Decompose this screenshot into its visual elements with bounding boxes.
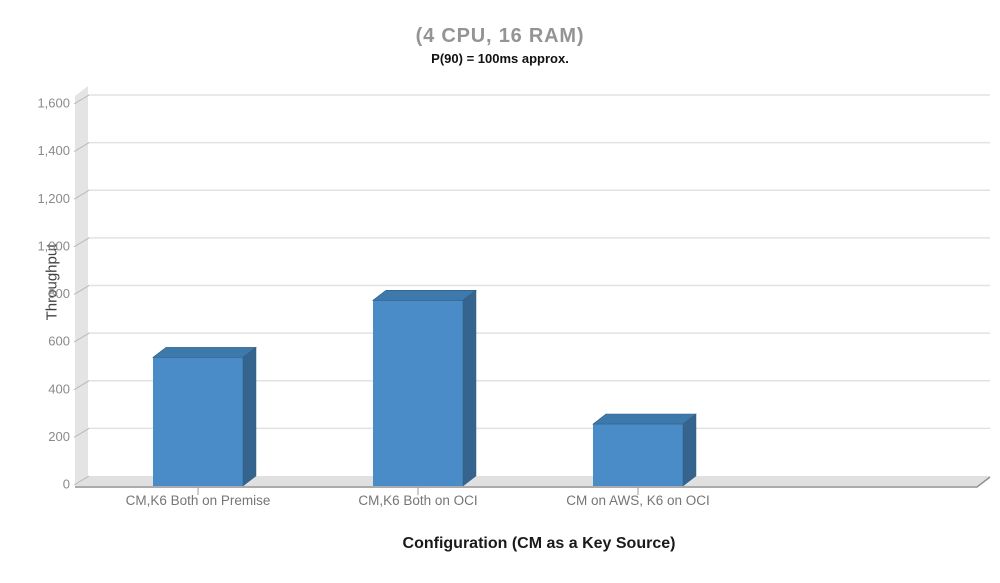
y-tick-mark: [73, 94, 90, 105]
bar-side-face: [242, 346, 257, 487]
y-tick-label: 600: [48, 334, 70, 349]
bar-front-face: [153, 357, 243, 486]
bar-top-face: [152, 347, 257, 358]
y-tick-mark: [73, 189, 90, 200]
bar-front-face: [593, 424, 683, 486]
y-tick-label: 800: [48, 286, 70, 301]
x-category-label: CM on AWS, K6 on OCI: [566, 493, 710, 508]
y-tick-mark: [73, 285, 90, 295]
bar-column[interactable]: [372, 289, 477, 487]
bar-front-face: [373, 300, 463, 486]
y-tick-label: 1,600: [37, 96, 70, 111]
y-tick-label: 1,000: [37, 238, 70, 253]
x-category-label: CM,K6 Both on Premise: [126, 493, 271, 508]
bar-column[interactable]: [592, 413, 697, 487]
y-tick-mark: [73, 380, 90, 391]
y-tick-label: 1,200: [37, 191, 70, 206]
chart-wall: [75, 86, 88, 486]
y-tick-mark: [73, 142, 90, 153]
y-tick-mark: [73, 475, 90, 486]
bar-top-face: [372, 289, 477, 301]
y-tick-mark: [73, 332, 90, 343]
floor-front-edge: [75, 476, 991, 488]
y-tick-label: 400: [48, 381, 70, 396]
bar-column[interactable]: [152, 346, 257, 487]
y-tick-mark: [73, 427, 90, 438]
y-tick-mark: [73, 237, 90, 248]
y-tick-label: 200: [48, 429, 70, 444]
y-tick-label: 0: [63, 477, 70, 492]
chart-floor: [75, 476, 990, 486]
bar-side-face: [462, 289, 477, 487]
bar-top-face: [592, 413, 697, 425]
y-tick-label: 1,400: [37, 143, 70, 158]
x-axis-title: Configuration (CM as a Key Source): [402, 535, 676, 552]
bar-side-face: [682, 413, 697, 487]
x-category-label: CM,K6 Both on OCI: [358, 493, 477, 508]
chart-title: (4 CPU, 16 RAM): [415, 25, 585, 47]
chart-subtitle: P(90) = 100ms approx.: [431, 51, 569, 66]
